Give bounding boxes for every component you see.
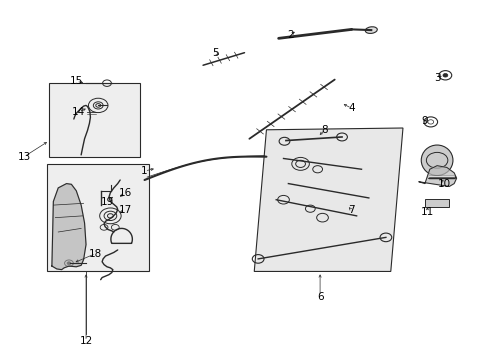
Text: 10: 10	[437, 179, 450, 189]
Text: 14: 14	[72, 107, 85, 117]
Polygon shape	[254, 128, 402, 271]
Bar	[47, 164, 149, 271]
Text: 18: 18	[89, 248, 102, 258]
Ellipse shape	[420, 145, 452, 176]
Polygon shape	[52, 184, 86, 270]
Bar	[424, 199, 448, 207]
Ellipse shape	[365, 27, 377, 33]
Text: 3: 3	[433, 73, 440, 83]
Bar	[49, 83, 140, 157]
Text: 16: 16	[118, 188, 131, 198]
Text: 19: 19	[100, 197, 113, 207]
Text: 12: 12	[79, 336, 92, 346]
Polygon shape	[418, 166, 456, 186]
Text: 6: 6	[316, 292, 323, 302]
Circle shape	[67, 262, 71, 265]
Text: 2: 2	[287, 30, 294, 40]
Text: 13: 13	[18, 152, 31, 162]
Text: 17: 17	[118, 206, 131, 216]
Text: 1: 1	[141, 166, 147, 176]
Text: 8: 8	[321, 125, 327, 135]
Text: 9: 9	[421, 116, 427, 126]
Text: 15: 15	[69, 76, 83, 86]
Text: 4: 4	[348, 103, 354, 113]
Text: 11: 11	[420, 207, 433, 217]
Text: 5: 5	[211, 48, 218, 58]
Text: 7: 7	[348, 206, 354, 216]
Circle shape	[442, 73, 447, 77]
